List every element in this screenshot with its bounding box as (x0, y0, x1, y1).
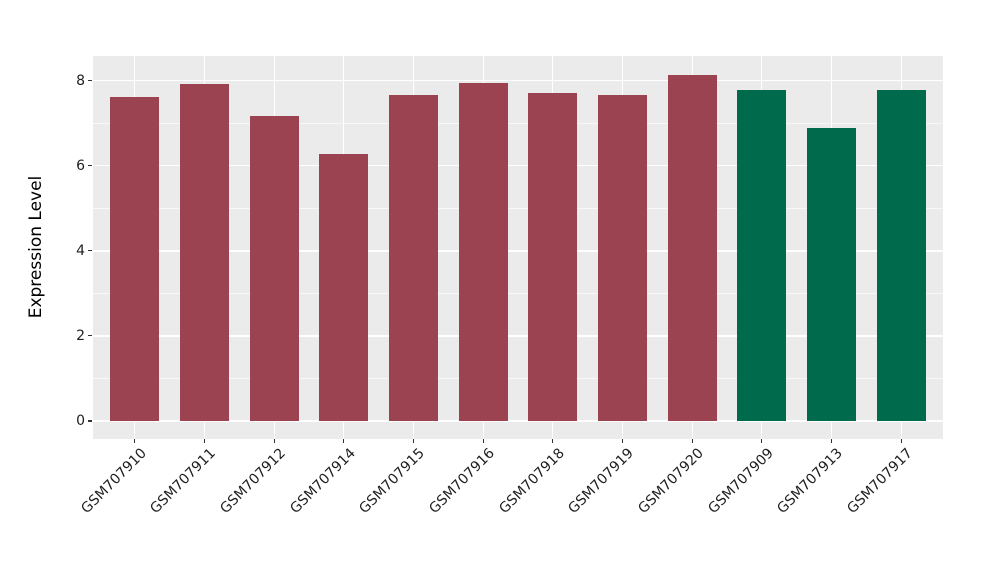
x-axis-tick-label: GSM707915 (356, 445, 429, 517)
minor-gridline (93, 293, 943, 295)
y-axis-tick (88, 250, 92, 252)
x-axis-tick (482, 439, 484, 443)
y-axis-tick (88, 420, 92, 422)
major-gridline (93, 420, 943, 422)
y-axis-tick-label: 8 (76, 72, 85, 89)
bar-GSM707915 (389, 95, 438, 421)
bar-GSM707920 (667, 74, 717, 421)
y-axis-tick (88, 335, 92, 337)
x-axis-tick-label: GSM707912 (217, 445, 289, 517)
y-axis-tick-label: 0 (76, 413, 85, 429)
x-axis-tick (691, 439, 693, 443)
y-axis-tick (88, 80, 92, 82)
bar-GSM707912 (249, 116, 299, 421)
major-gridline (93, 335, 943, 337)
x-axis-tick (761, 439, 763, 443)
y-axis-tick-label: 2 (76, 327, 85, 344)
x-axis-tick (830, 439, 833, 443)
y-axis-tick (88, 165, 92, 167)
x-axis-tick (412, 439, 415, 443)
bar-GSM707918 (528, 92, 578, 421)
x-axis-tick (134, 439, 136, 443)
plot-panel (93, 56, 943, 439)
bar-GSM707909 (737, 90, 787, 421)
bar-GSM707916 (458, 83, 508, 421)
minor-gridline (93, 378, 943, 380)
minor-gridline (93, 208, 943, 210)
x-axis-tick-label: GSM707913 (774, 445, 847, 517)
y-axis-tick-label: 6 (76, 157, 85, 174)
major-gridline (93, 164, 943, 167)
major-gridline (93, 79, 943, 82)
x-axis-tick-label: GSM707910 (77, 445, 150, 517)
x-axis-tick (203, 439, 206, 443)
bar-GSM707913 (807, 127, 856, 421)
bar-GSM707914 (319, 153, 369, 421)
major-gridline (93, 250, 943, 252)
x-axis-tick-label: GSM707917 (844, 445, 916, 517)
x-axis-tick-label: GSM707911 (147, 445, 220, 517)
x-axis-tick-label: GSM707914 (286, 445, 359, 517)
x-axis-tick-label: GSM707918 (495, 445, 568, 517)
x-axis-tick-label: GSM707909 (704, 445, 777, 517)
x-axis-tick (552, 439, 554, 443)
x-axis-tick (273, 439, 275, 443)
x-axis-tick (900, 439, 902, 443)
x-axis-tick (343, 439, 345, 443)
minor-gridline (93, 123, 943, 125)
y-axis-tick-label: 4 (76, 242, 85, 259)
x-axis-tick (621, 439, 624, 443)
x-axis-tick-label: GSM707916 (426, 445, 498, 517)
bar-GSM707910 (110, 96, 160, 421)
bar-GSM707917 (876, 90, 926, 421)
x-axis-tick-label: GSM707920 (635, 445, 707, 517)
x-axis-tick-label: GSM707919 (565, 445, 638, 517)
bar-GSM707919 (598, 95, 647, 421)
y-axis-title: Expression Level (26, 175, 46, 319)
bar-GSM707911 (180, 84, 229, 421)
